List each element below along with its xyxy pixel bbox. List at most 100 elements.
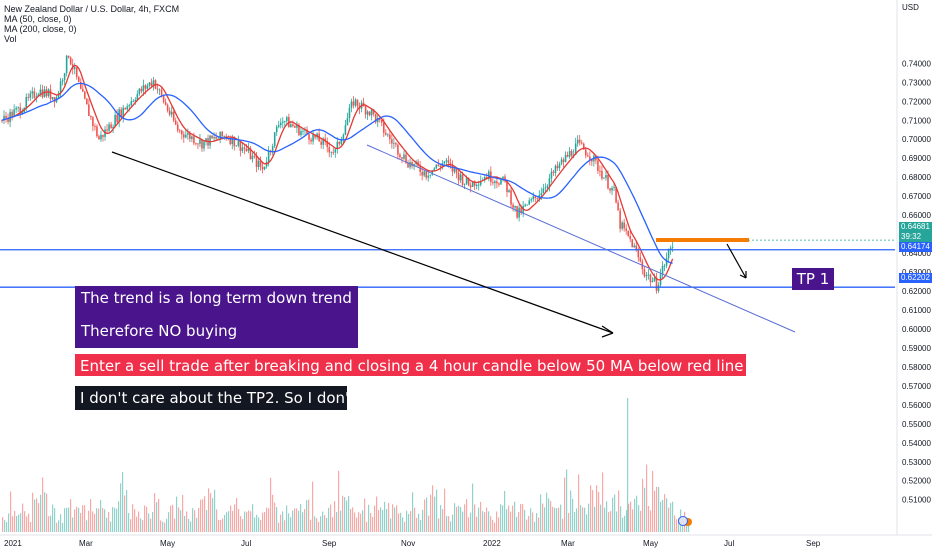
x-tick-label: May — [643, 539, 658, 548]
volume-bar — [162, 521, 164, 532]
volume-bar — [654, 490, 656, 532]
volume-bar — [128, 512, 130, 532]
candle-body — [447, 160, 450, 163]
volume-bar — [72, 517, 74, 532]
volume-bar — [24, 511, 26, 532]
candle-body — [403, 154, 405, 159]
volume-bar — [670, 502, 672, 532]
candle-body — [477, 184, 480, 186]
volume-bar — [278, 522, 280, 532]
candle-body — [514, 205, 516, 208]
volume-bar — [574, 511, 576, 532]
volume-bar — [236, 498, 238, 532]
candle-body — [348, 107, 351, 119]
volume-bar — [336, 512, 338, 532]
candle-body — [13, 109, 15, 117]
candle-body — [31, 91, 34, 94]
volume-bar — [658, 487, 660, 532]
volume-bar — [424, 499, 426, 532]
volume-bar — [228, 511, 230, 532]
volume-bar — [332, 517, 334, 532]
candle-body — [114, 114, 116, 127]
ma50-legend[interactable]: MA (50, close, 0) — [4, 14, 72, 24]
candle-body — [655, 277, 658, 291]
tp2-note[interactable]: I don't care about the TP2. So I don't m… — [75, 386, 418, 410]
volume-bar — [600, 504, 602, 532]
volume-bar — [240, 516, 242, 532]
ma200-legend[interactable]: MA (200, close, 0) — [4, 24, 77, 34]
volume-bar — [458, 505, 460, 532]
volume-legend[interactable]: Vol — [4, 34, 17, 44]
descending-trendline — [366, 144, 796, 333]
volume-bar — [426, 497, 428, 532]
candle-body — [296, 124, 298, 128]
candle-body — [308, 134, 310, 140]
volume-bar — [442, 509, 444, 532]
volume-bar — [356, 517, 358, 532]
candle-body — [615, 187, 617, 203]
volume-bar — [550, 500, 552, 532]
y-tick-label: 0.57000 — [902, 382, 931, 391]
sell-rule-note[interactable]: Enter a sell trade after breaking and cl… — [74, 353, 747, 377]
volume-bar — [8, 513, 10, 532]
volume-bar — [444, 488, 446, 532]
candle-body — [544, 187, 547, 189]
candle-body — [463, 183, 466, 185]
candle-body — [255, 156, 258, 167]
volume-bar — [160, 520, 162, 532]
candle-body — [326, 140, 329, 148]
candle-body — [639, 257, 642, 262]
candle-body — [421, 172, 423, 176]
candle-body — [172, 111, 175, 121]
candle-body — [176, 124, 179, 131]
candle-body — [609, 188, 611, 191]
volume-bar — [656, 486, 658, 532]
candle-body — [342, 134, 345, 140]
candle-body — [33, 91, 36, 98]
volume-bar — [542, 503, 544, 532]
symbol-title[interactable]: New Zealand Dollar / U.S. Dollar, 4h, FX… — [4, 4, 180, 14]
candle-body — [25, 97, 28, 108]
y-tick-label: 0.69000 — [902, 154, 931, 163]
volume-bar — [606, 501, 608, 532]
volume-bar — [192, 508, 194, 532]
volume-bar — [396, 505, 398, 532]
candle-body — [1, 120, 3, 122]
candle-body — [330, 151, 333, 153]
volume-bar — [544, 507, 546, 532]
tp1-label[interactable]: TP 1 — [792, 268, 834, 290]
volume-bar — [120, 483, 122, 532]
candle-body — [90, 116, 92, 118]
volume-bar — [468, 517, 470, 532]
candle-body — [110, 124, 112, 129]
candle-body — [520, 207, 522, 214]
volume-bar — [248, 510, 250, 532]
trend-note-box[interactable]: The trend is a long term down trend Ther… — [75, 286, 358, 348]
volume-bar — [676, 519, 678, 532]
volume-bar — [250, 511, 252, 532]
candle-body — [239, 141, 242, 151]
volume-bar — [558, 507, 560, 532]
candle-body — [116, 114, 118, 122]
volume-bar — [500, 504, 502, 532]
volume-bar — [194, 510, 196, 532]
candle-body — [431, 170, 434, 175]
candle-body — [597, 160, 599, 171]
candle-body — [136, 93, 139, 100]
x-tick-label: Sep — [322, 539, 337, 548]
volume-bar — [2, 517, 4, 532]
candle-body — [92, 117, 94, 127]
candle-body — [621, 222, 623, 229]
volume-bar — [58, 520, 60, 532]
candle-body — [374, 113, 377, 123]
volume-bar — [592, 490, 594, 532]
volume-bar — [230, 505, 232, 532]
volume-bar — [32, 492, 34, 532]
candle-body — [635, 245, 638, 251]
volume-bar — [318, 521, 320, 532]
y-tick-label: 0.60000 — [902, 325, 931, 334]
volume-bar — [148, 513, 150, 532]
candle-body — [322, 138, 324, 145]
